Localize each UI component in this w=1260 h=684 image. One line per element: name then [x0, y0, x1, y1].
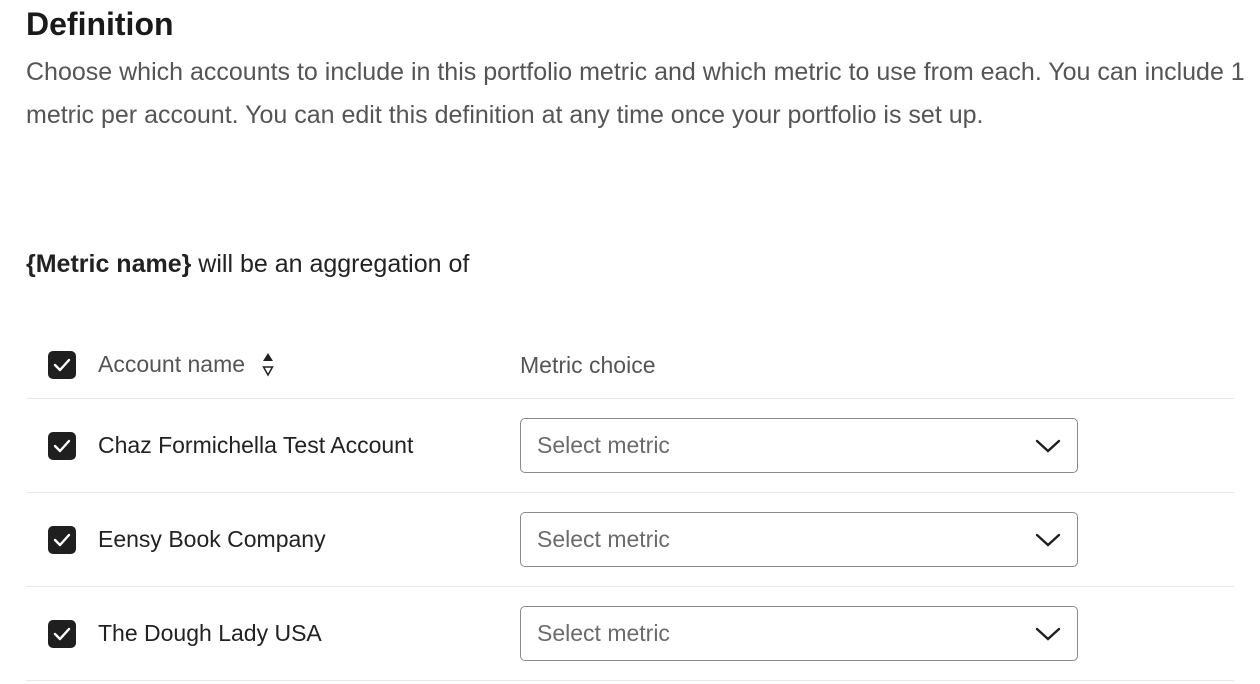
check-icon — [53, 627, 71, 640]
select-placeholder: Select metric — [537, 432, 670, 458]
section-title: Definition — [26, 6, 174, 42]
aggregation-label: {Metric name} will be an aggregation of — [26, 250, 470, 278]
row-checkbox[interactable] — [48, 619, 76, 648]
select-placeholder: Select metric — [537, 526, 670, 552]
section-description: Choose which accounts to include in this… — [26, 58, 1245, 129]
metric-name: {Metric name} — [26, 250, 192, 278]
account-name: Chaz Formichella Test Account — [98, 432, 414, 458]
table-row: Eensy Book Company Select metric — [26, 493, 1234, 587]
metric-select[interactable]: Select metric — [520, 512, 1078, 567]
table-row: The Dough Lady USA Select metric — [26, 587, 1234, 681]
select-all-checkbox[interactable] — [48, 351, 76, 379]
chevron-down-icon — [1035, 533, 1061, 547]
chevron-down-icon — [1035, 439, 1061, 453]
accounts-table: Account name Metric choice Chaz Formiche… — [26, 332, 1234, 681]
metric-choice-header: Metric choice — [520, 351, 656, 378]
account-name: The Dough Lady USA — [98, 620, 322, 646]
check-icon — [53, 439, 71, 452]
metric-select[interactable]: Select metric — [520, 418, 1078, 473]
metric-select[interactable]: Select metric — [520, 606, 1078, 661]
check-icon — [53, 358, 71, 372]
table-row: Chaz Formichella Test Account Select met… — [26, 399, 1234, 493]
account-name-header[interactable]: Account name — [98, 351, 275, 380]
sort-icon[interactable] — [261, 351, 275, 379]
row-checkbox[interactable] — [48, 525, 76, 554]
chevron-down-icon — [1035, 627, 1061, 641]
table-header: Account name Metric choice — [26, 332, 1234, 399]
select-placeholder: Select metric — [537, 620, 670, 646]
check-icon — [53, 533, 71, 546]
row-checkbox[interactable] — [48, 431, 76, 460]
account-name: Eensy Book Company — [98, 526, 326, 552]
